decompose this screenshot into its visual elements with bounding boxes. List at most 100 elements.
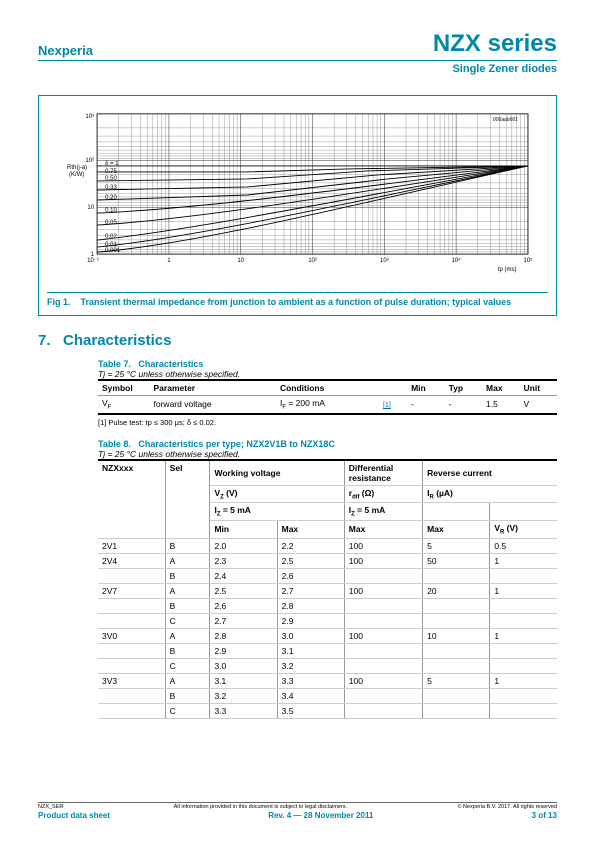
footer-left: Product data sheet bbox=[38, 811, 110, 820]
svg-text:10³: 10³ bbox=[85, 114, 94, 120]
cell: 100 bbox=[344, 553, 422, 568]
cell: 3.0 bbox=[210, 658, 277, 673]
cell: A bbox=[165, 583, 210, 598]
cell: 3.4 bbox=[277, 688, 344, 703]
cell: 1 bbox=[490, 553, 557, 568]
t8-h-irmax: Max bbox=[423, 521, 490, 539]
t8-h-diff: Differential resistance bbox=[344, 460, 422, 486]
cell: 1 bbox=[490, 673, 557, 688]
t8-h-iz1: IZ = 5 mA bbox=[210, 503, 344, 521]
figure-1-box: 10⁻¹ 1 10 10² 10³ 10⁴ 10⁵ tp (ms) 1 10 1… bbox=[38, 95, 557, 316]
svg-text:10: 10 bbox=[237, 258, 244, 264]
cell: 10 bbox=[423, 628, 490, 643]
cell: B bbox=[165, 598, 210, 613]
cell: B bbox=[165, 538, 210, 553]
cell: 2.9 bbox=[277, 613, 344, 628]
t8-h-rev: Reverse current bbox=[423, 460, 557, 486]
svg-text:10²: 10² bbox=[85, 158, 94, 164]
cell: 2V1 bbox=[98, 538, 165, 553]
svg-text:tp (ms): tp (ms) bbox=[498, 267, 517, 273]
svg-text:δ = 1: δ = 1 bbox=[105, 161, 119, 167]
table-row: C3.03.2 bbox=[98, 658, 557, 673]
t7-symbol: VF bbox=[98, 396, 150, 414]
cell bbox=[423, 613, 490, 628]
cell: A bbox=[165, 673, 210, 688]
fig-prefix: Fig 1. bbox=[47, 297, 71, 307]
cell bbox=[98, 658, 165, 673]
cell bbox=[490, 568, 557, 583]
cell: 2.0 bbox=[210, 538, 277, 553]
t7-h-unit: Unit bbox=[520, 380, 558, 396]
t7-h-ref bbox=[379, 380, 407, 396]
t8-h-min: Min bbox=[210, 521, 277, 539]
cell bbox=[98, 703, 165, 718]
footer-copyright: © Nexperia B.V. 2017. All rights reserve… bbox=[457, 804, 557, 810]
cell: 3V3 bbox=[98, 673, 165, 688]
cell bbox=[490, 598, 557, 613]
t7-h-max: Max bbox=[482, 380, 519, 396]
cell: 2.6 bbox=[210, 598, 277, 613]
cell: 5 bbox=[423, 673, 490, 688]
table8-label: Table 8. bbox=[98, 439, 131, 449]
table-row: 2V7A2.52.7100201 bbox=[98, 583, 557, 598]
section-number: 7. bbox=[38, 332, 51, 349]
t8-h-iz2: IZ = 5 mA bbox=[344, 503, 422, 521]
cell: 2.4 bbox=[210, 568, 277, 583]
table-8: NZXxxx Sel Working voltage Differential … bbox=[98, 459, 557, 719]
cell bbox=[490, 643, 557, 658]
footer-disclaimer: All information provided in this documen… bbox=[174, 804, 347, 810]
cell: C bbox=[165, 703, 210, 718]
cell bbox=[98, 643, 165, 658]
cell: B bbox=[165, 568, 210, 583]
svg-text:0.05: 0.05 bbox=[105, 220, 117, 226]
cell: 5 bbox=[423, 538, 490, 553]
cell: 3.3 bbox=[210, 703, 277, 718]
t8-h-wv: Working voltage bbox=[210, 460, 344, 486]
cell: C bbox=[165, 613, 210, 628]
table-row: 3V3A3.13.310051 bbox=[98, 673, 557, 688]
svg-text:0.75: 0.75 bbox=[105, 169, 117, 175]
svg-text:10⁵: 10⁵ bbox=[523, 257, 533, 264]
section-7-heading: 7. Characteristics bbox=[38, 332, 557, 349]
cell: 2.3 bbox=[210, 553, 277, 568]
footer-center: Rev. 4 — 28 November 2011 bbox=[268, 811, 373, 820]
t7-max: 1.5 bbox=[482, 396, 519, 414]
cell: B bbox=[165, 643, 210, 658]
cell: 1 bbox=[490, 628, 557, 643]
cell: 2V4 bbox=[98, 553, 165, 568]
t7-h-typ: Typ bbox=[445, 380, 482, 396]
section-title: Characteristics bbox=[63, 332, 171, 349]
t7-h-param: Parameter bbox=[150, 380, 276, 396]
cell: 2.2 bbox=[277, 538, 344, 553]
cell bbox=[98, 568, 165, 583]
cell bbox=[344, 688, 422, 703]
cell: 2.6 bbox=[277, 568, 344, 583]
t7-h-symbol: Symbol bbox=[98, 380, 150, 396]
table-row: 2V1B2.02.210050.5 bbox=[98, 538, 557, 553]
t7-unit: V bbox=[520, 396, 558, 414]
svg-text:10: 10 bbox=[87, 205, 94, 211]
cell: 100 bbox=[344, 583, 422, 598]
table-7: Symbol Parameter Conditions Min Typ Max … bbox=[98, 379, 557, 415]
table7-title: Characteristics bbox=[138, 359, 203, 369]
cell bbox=[423, 703, 490, 718]
t8-h-rmax: Max bbox=[344, 521, 422, 539]
table-row: 3V0A2.83.0100101 bbox=[98, 628, 557, 643]
table-row: B3.23.4 bbox=[98, 688, 557, 703]
table-row: 2V4A2.32.5100501 bbox=[98, 553, 557, 568]
svg-text:Rth(j-a): Rth(j-a) bbox=[67, 165, 87, 171]
table-row: B2.42.6 bbox=[98, 568, 557, 583]
t8-h-rdif: rdif (Ω) bbox=[344, 485, 422, 503]
cell bbox=[344, 643, 422, 658]
footnote-link[interactable]: [1] bbox=[383, 402, 391, 409]
cell: 3.0 bbox=[277, 628, 344, 643]
table-row: C3.33.5 bbox=[98, 703, 557, 718]
svg-text:006aab601: 006aab601 bbox=[493, 117, 518, 123]
cell: 3.3 bbox=[277, 673, 344, 688]
cell bbox=[344, 568, 422, 583]
t8-h-ir: IR (µA) bbox=[423, 485, 557, 503]
series-title: NZX series bbox=[433, 30, 557, 58]
t7-h-cond: Conditions bbox=[276, 380, 379, 396]
cell bbox=[98, 688, 165, 703]
cell: 100 bbox=[344, 538, 422, 553]
